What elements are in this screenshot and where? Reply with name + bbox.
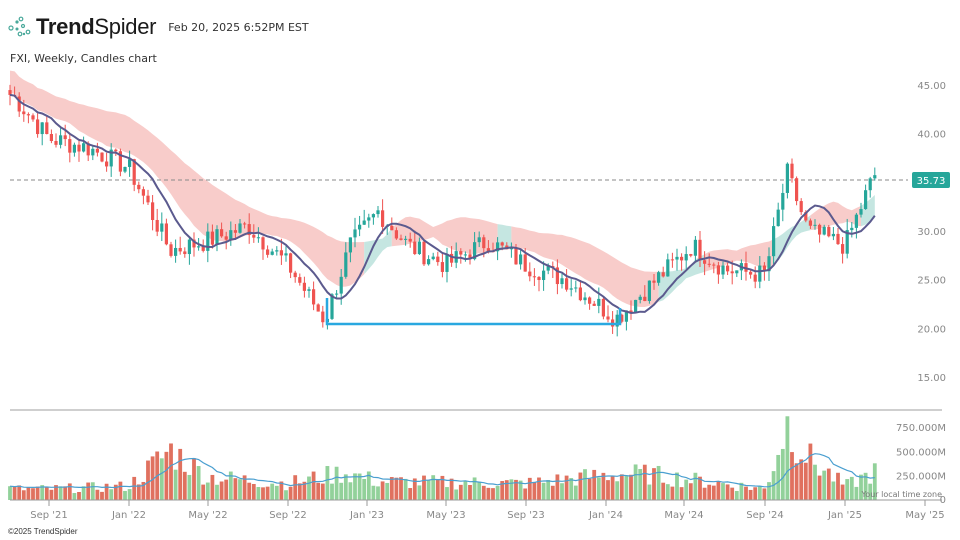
cloud-band <box>10 70 875 307</box>
svg-text:Sep '21: Sep '21 <box>30 510 68 521</box>
last-price-tag: 35.73 <box>912 172 950 188</box>
svg-text:Jan '22: Jan '22 <box>111 510 146 521</box>
volume-ma-line <box>9 453 875 489</box>
chart-subtitle: FXI, Weekly, Candles chart <box>10 52 157 65</box>
svg-text:Sep '23: Sep '23 <box>507 510 545 521</box>
svg-text:May '24: May '24 <box>664 510 703 521</box>
volume-bars <box>8 416 877 500</box>
brand-name: TrendSpider <box>36 14 157 39</box>
timestamp: Feb 20, 2025 6:52PM EST <box>168 20 309 34</box>
svg-text:May '22: May '22 <box>188 510 227 521</box>
svg-text:Jan '25: Jan '25 <box>827 510 862 521</box>
svg-text:750.000M: 750.000M <box>896 423 946 434</box>
moving-average-line <box>9 93 876 315</box>
svg-text:Jan '23: Jan '23 <box>349 510 384 521</box>
candlesticks <box>8 84 877 337</box>
svg-text:May '23: May '23 <box>426 510 465 521</box>
svg-text:250.000M: 250.000M <box>896 472 946 483</box>
time-axis: Sep '21 Jan '22 May '22 Sep '22 Jan '23 May '… <box>30 500 945 521</box>
svg-text:40.00: 40.00 <box>917 130 946 141</box>
volume-axis: 750.000M 500.000M 250.000M 0 <box>896 423 946 506</box>
copyright: ©2025 TrendSpider <box>8 527 78 536</box>
svg-text:Sep '22: Sep '22 <box>269 510 307 521</box>
svg-text:20.00: 20.00 <box>917 324 946 335</box>
support-line[interactable] <box>325 298 622 326</box>
svg-text:45.00: 45.00 <box>917 81 946 92</box>
svg-text:Sep '24: Sep '24 <box>746 510 784 521</box>
trendspider-logo-icon <box>8 16 31 37</box>
svg-text:May '25: May '25 <box>905 510 944 521</box>
svg-text:0: 0 <box>940 495 946 506</box>
svg-text:25.00: 25.00 <box>917 276 946 287</box>
svg-text:30.00: 30.00 <box>917 227 946 238</box>
svg-text:Jan '24: Jan '24 <box>588 510 623 521</box>
svg-text:15.00: 15.00 <box>917 373 946 384</box>
header: TrendSpider Feb 20, 2025 6:52PM EST <box>8 14 309 40</box>
svg-text:35.73: 35.73 <box>917 176 946 187</box>
timezone-note[interactable]: Your local time zone <box>860 490 942 499</box>
svg-text:500.000M: 500.000M <box>896 447 946 458</box>
